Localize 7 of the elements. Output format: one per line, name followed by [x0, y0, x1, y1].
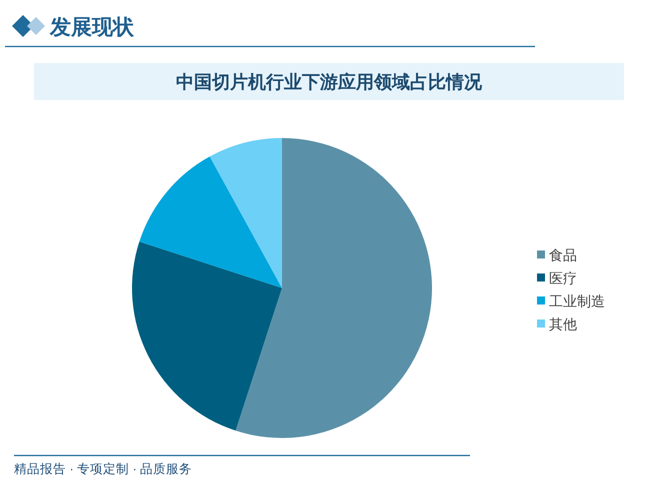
- legend-label: 食品: [549, 247, 577, 263]
- legend-label: 工业制造: [549, 293, 605, 309]
- legend-label: 医疗: [549, 270, 577, 286]
- text: 精品报告 · 专项定制 · 品质服务: [14, 462, 192, 476]
- chart-title: 中国切片机行业下游应用领域占比情况: [176, 72, 483, 92]
- legend-label: 其他: [549, 316, 577, 332]
- text: 发展现状: [49, 16, 135, 39]
